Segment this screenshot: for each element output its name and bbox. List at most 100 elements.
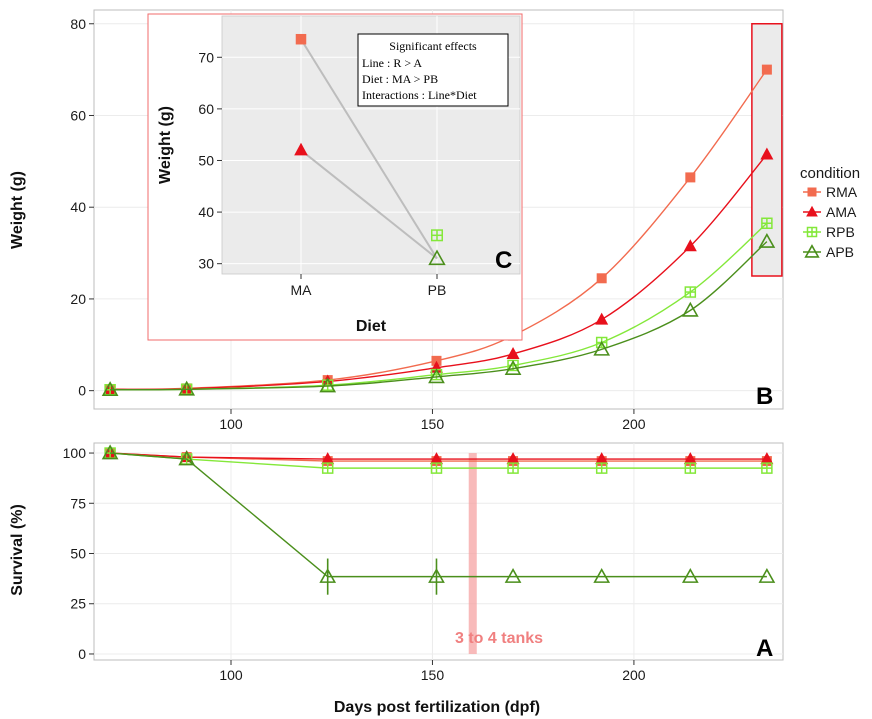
a-line-APB [110, 452, 767, 578]
a-line-AMA [110, 452, 767, 460]
a-point-APB-4 [504, 567, 522, 583]
significant-effects-title: Significant effects [389, 39, 477, 53]
b-point-AMA-4 [506, 346, 520, 359]
a-xtick-label-2: 200 [622, 667, 646, 683]
a-point-APB-2 [319, 567, 337, 583]
b-xtick-label-1: 150 [421, 416, 445, 432]
b-point-APB-3 [428, 368, 445, 384]
panel-a-background [93, 442, 784, 661]
panel-b-x-ticks: 100 150 200 [219, 409, 646, 432]
panel-a-xlabel: Days post fertilization (dpf) [334, 699, 540, 716]
b-point-APB-7 [758, 232, 776, 248]
b-ytick-label-1: 20 [70, 291, 86, 307]
b-xtick-label-2: 200 [622, 416, 646, 432]
tanks-band-rect [468, 453, 477, 654]
legend-items: RMA AMA RPB APB [803, 184, 858, 260]
a-point-RPB-3 [430, 462, 443, 474]
c-point-RPB [431, 229, 443, 242]
panel-a: 0 25 50 75 100 100 150 200 Survival (%) Days p… [9, 442, 784, 716]
a-xtick-label-0: 100 [219, 667, 243, 683]
panel-a-series [101, 444, 776, 595]
b-point-APB-6 [681, 301, 699, 317]
b-point-AMA-6 [683, 239, 697, 252]
b-point-APB-1 [178, 380, 196, 396]
b-ytick-label-2: 40 [70, 199, 86, 215]
a-point-AMA-6 [683, 452, 697, 465]
a-ytick-label-3: 75 [70, 495, 86, 511]
a-point-APB-5 [593, 567, 611, 583]
legend-marker-APB [804, 244, 820, 258]
significant-effects-line-2: Diet : MA > PB [362, 72, 438, 86]
b-point-APB-4 [504, 360, 522, 375]
c-ytick-label-4: 70 [198, 49, 214, 65]
c-xtick-label-0: MA [291, 282, 313, 298]
a-point-AMA-3 [429, 452, 443, 465]
legend-label-RPB: RPB [826, 224, 855, 240]
b-point-AMA-7 [760, 147, 774, 160]
panel-b-ylabel: Weight (g) [9, 171, 26, 249]
a-point-AMA-2 [321, 452, 335, 465]
a-xtick-label-1: 150 [421, 667, 445, 683]
panel-c-x-ticks: MA PB [291, 274, 446, 298]
significant-effects-frame [357, 33, 509, 107]
a-point-APB-7 [758, 567, 776, 583]
panel-a-x-ticks: 100 150 200 [219, 660, 646, 683]
a-point-APB-0 [101, 444, 119, 460]
b-xtick-label-0: 100 [219, 416, 243, 432]
c-connection-1 [300, 149, 438, 260]
a-line-RPB [110, 452, 767, 469]
legend-label-AMA: AMA [826, 204, 857, 220]
significant-effects-line-1: Line : R > A [362, 56, 422, 70]
b-point-RMA-5 [596, 273, 607, 284]
a-ytick-label-0: 0 [78, 646, 86, 662]
legend: condition RMA AMA RPB APB [800, 165, 860, 260]
a-point-RPB-7 [761, 462, 773, 474]
significant-effects-box: Significant effects Line : R > A Diet : … [357, 33, 509, 107]
b-point-APB-5 [593, 340, 611, 356]
c-point-AMA [294, 142, 308, 156]
b-point-APB-2 [319, 377, 337, 393]
a-point-APB-3 [428, 567, 445, 583]
panel-b-y-ticks: 0 20 40 60 80 [70, 16, 94, 399]
c-ytick-label-1: 40 [198, 204, 214, 220]
legend-label-RMA: RMA [826, 184, 858, 200]
a-ytick-label-1: 25 [70, 596, 86, 612]
panel-a-ylabel: Survival (%) [9, 504, 26, 596]
b-point-RMA-6 [685, 172, 696, 183]
panel-b-letter: B [756, 383, 773, 410]
legend-marker-RMA [807, 187, 817, 197]
a-point-AMA-4 [506, 452, 520, 465]
panel-c-inset: 30 40 50 60 70 MA PB Weight (g) Diet C Signif… [147, 13, 523, 341]
legend-label-APB: APB [826, 244, 854, 260]
legend-marker-AMA [806, 205, 818, 217]
legend-marker-RPB [806, 226, 818, 238]
a-point-RPB-6 [684, 462, 697, 474]
a-point-APB-1 [178, 450, 196, 466]
b-point-APB-0 [101, 381, 119, 397]
a-ytick-label-4: 100 [63, 445, 87, 461]
b-point-RPB-6 [684, 286, 697, 298]
a-point-RPB-5 [595, 462, 608, 474]
a-point-RPB-4 [507, 462, 519, 474]
b-point-RMA-7 [761, 64, 772, 75]
a-point-AMA-7 [760, 452, 774, 465]
panel-a-letter: A [756, 635, 773, 662]
panel-c-letter: C [495, 247, 512, 274]
panel-c-y-ticks: 30 40 50 60 70 [198, 49, 222, 272]
tanks-annotation: 3 to 4 tanks [455, 630, 543, 647]
panel-a-y-ticks: 0 25 50 75 100 [63, 445, 94, 662]
a-point-AMA-5 [595, 452, 609, 465]
a-ytick-label-2: 50 [70, 546, 86, 562]
panel-c-points [294, 33, 446, 266]
c-point-RMA [295, 33, 307, 45]
panel-c-connections [300, 38, 438, 260]
panel-c-ylabel: Weight (g) [157, 106, 174, 184]
b-ytick-label-4: 80 [70, 16, 86, 32]
b-point-RPB-7 [761, 217, 773, 230]
c-ytick-label-2: 50 [198, 152, 214, 168]
panel-b-series [101, 64, 776, 397]
panel-c-xlabel: Diet [356, 318, 387, 335]
legend-title: condition [800, 165, 860, 182]
c-ytick-label-0: 30 [198, 256, 214, 272]
